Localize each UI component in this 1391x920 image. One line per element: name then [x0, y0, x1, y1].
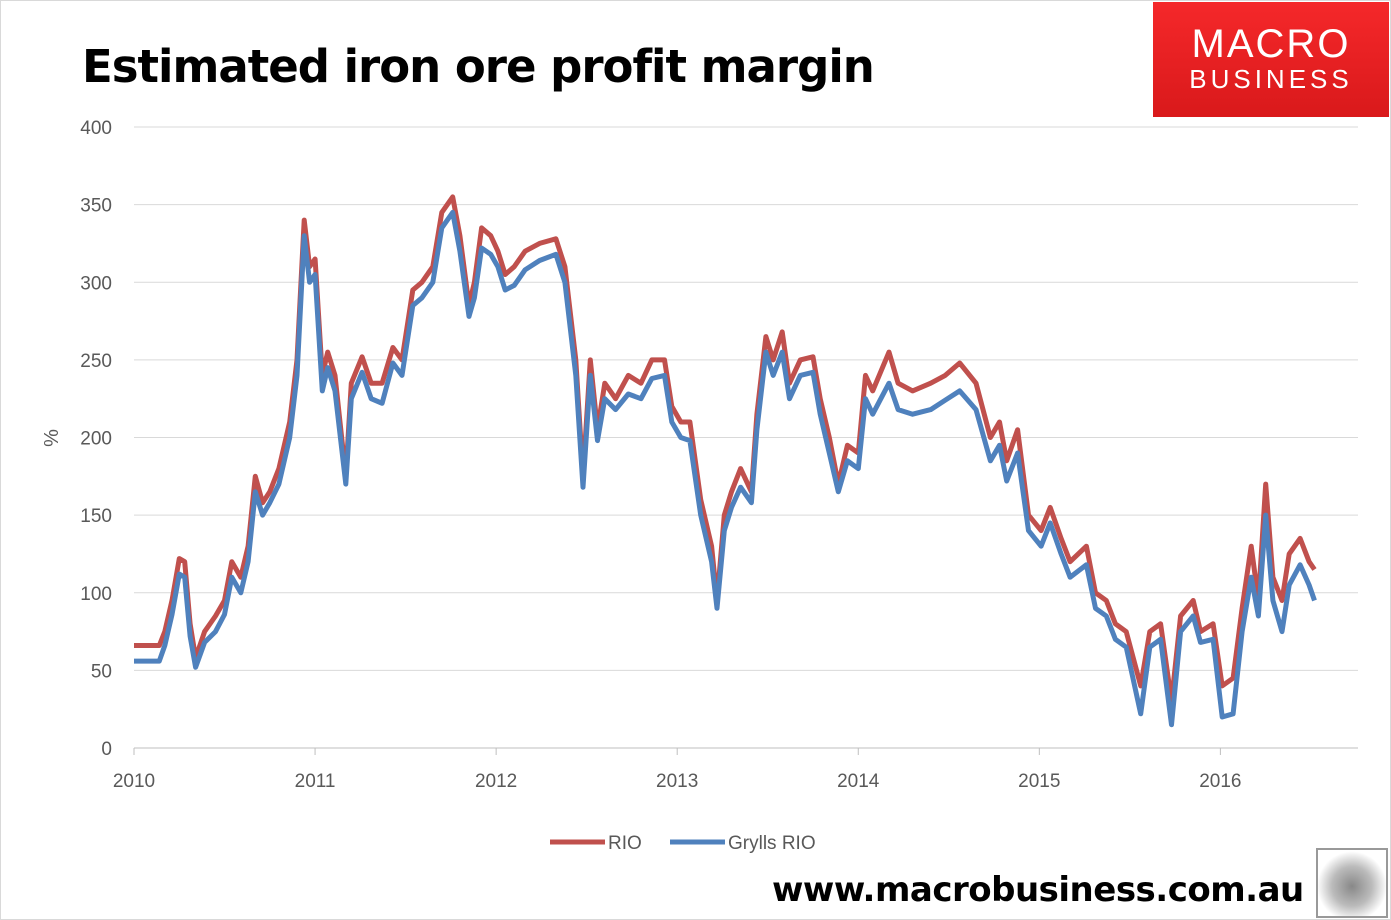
x-tick-label: 2015 — [1018, 771, 1060, 792]
x-tick-label: 2012 — [475, 771, 517, 792]
legend-label: Grylls RIO — [728, 833, 816, 854]
y-tick-label: 150 — [80, 506, 112, 527]
x-tick-label: 2013 — [656, 771, 698, 792]
series-line-rio — [134, 194, 1317, 704]
legend-label: RIO — [608, 833, 642, 854]
y-axis-label: % — [41, 429, 63, 447]
y-tick-label: 350 — [80, 196, 112, 217]
y-tick-label: 0 — [101, 739, 112, 760]
chart-title: Estimated iron ore profit margin — [82, 40, 875, 93]
x-tick-label: 2010 — [113, 771, 155, 792]
logo-line2: BUSINESS — [1189, 64, 1353, 94]
y-tick-label: 300 — [80, 273, 112, 294]
y-tick-label: 100 — [80, 584, 112, 605]
x-tick-label: 2011 — [295, 771, 336, 792]
series-line-grylls-rio — [134, 209, 1317, 728]
y-tick-label: 50 — [91, 661, 112, 682]
y-tick-label: 200 — [80, 429, 112, 450]
y-tick-label: 400 — [80, 118, 112, 139]
fox-icon — [1316, 848, 1388, 918]
y-tick-label: 250 — [80, 351, 112, 372]
macrobusiness-logo: MACRO BUSINESS — [1153, 2, 1389, 117]
x-tick-label: 2014 — [837, 771, 880, 792]
website-url: www.macrobusiness.com.au — [772, 870, 1304, 910]
x-tick-label: 2016 — [1199, 771, 1241, 792]
logo-line1: MACRO — [1191, 22, 1351, 66]
